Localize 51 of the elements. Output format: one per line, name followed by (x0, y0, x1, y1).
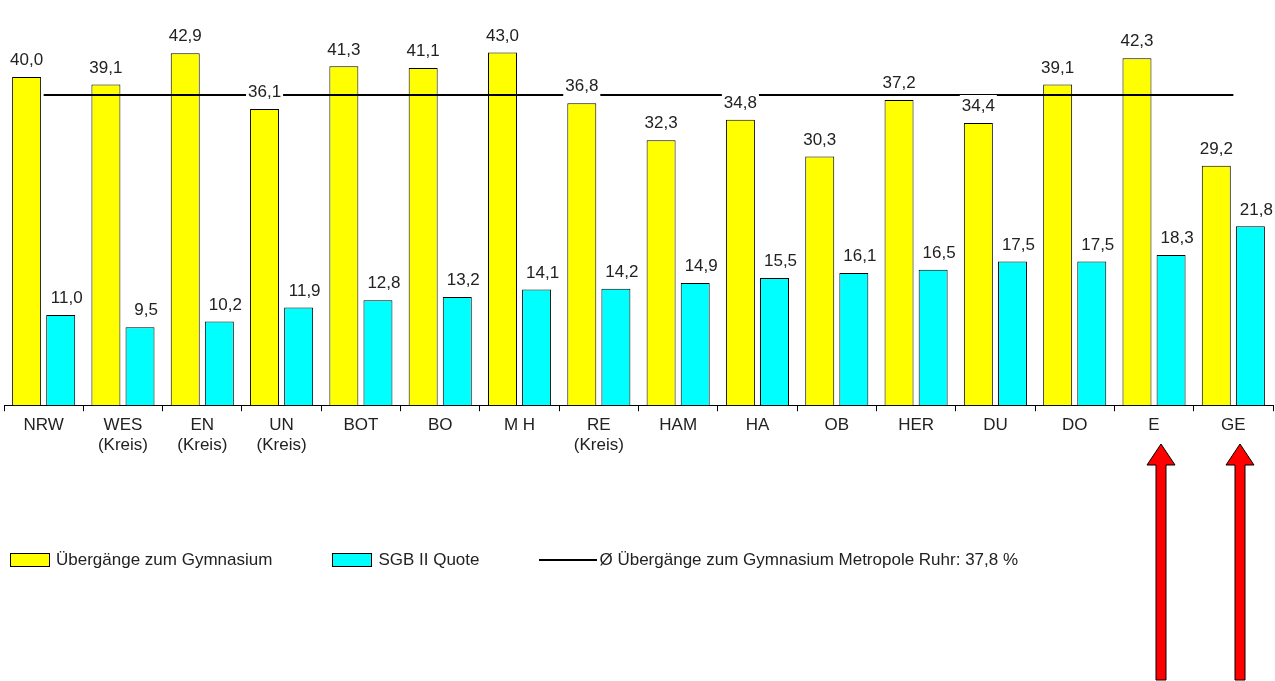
x-tick-label: HAM (659, 415, 698, 435)
data-label: 39,1 (1041, 57, 1075, 77)
x-tick-label: DU (983, 415, 1008, 435)
data-label: 10,2 (208, 294, 242, 314)
x-tick-label: E (1148, 415, 1160, 435)
data-label: 15,5 (763, 251, 798, 271)
data-label: 18,3 (1160, 228, 1194, 248)
x-tick-label: HA (745, 415, 770, 435)
data-label: 43,0 (485, 25, 520, 45)
data-label: 17,5 (1081, 234, 1115, 254)
x-tick-label: UN (Kreis) (256, 415, 307, 455)
x-tick-label: M H (503, 415, 536, 435)
data-label: 37,2 (882, 73, 916, 93)
data-label: 11,0 (50, 288, 83, 308)
x-tick-label: NRW (23, 415, 64, 435)
data-label: 36,1 (247, 82, 282, 102)
data-label: 16,1 (843, 246, 877, 266)
data-label: 30,3 (803, 129, 837, 149)
legend-label: Übergänge zum Gymnasium (56, 550, 273, 570)
x-tick-label: GE (1221, 415, 1246, 435)
data-label: 11,9 (288, 280, 321, 300)
data-label: 14,2 (605, 261, 639, 281)
x-tick-label: BO (427, 415, 453, 435)
legend-label: SGB II Quote (378, 550, 480, 570)
data-label: 17,5 (1001, 234, 1036, 254)
data-label: 13,2 (446, 270, 480, 290)
data-label: 42,9 (168, 26, 202, 46)
data-label: 9,5 (134, 300, 158, 320)
data-label: 41,3 (327, 39, 361, 59)
data-label: 32,3 (644, 113, 678, 133)
x-tick-label: RE (Kreis) (573, 415, 624, 455)
x-tick-label: HER (898, 415, 935, 435)
x-tick-label: EN (Kreis) (177, 415, 228, 455)
data-label: 14,1 (526, 262, 560, 282)
data-label: 21,8 (1239, 199, 1273, 219)
x-tick-label: WES (Kreis) (97, 415, 148, 455)
x-tick-label: DO (1061, 415, 1088, 435)
legend-label: Ø Übergänge zum Gymnasium Metropole Ruhr: 37,8 % (599, 550, 1019, 570)
data-label: 40,0 (10, 50, 44, 70)
data-label: 42,3 (1120, 31, 1154, 51)
data-label: 12,8 (367, 273, 401, 293)
data-label: 39,1 (89, 57, 123, 77)
data-label: 16,5 (922, 243, 956, 263)
data-label: 29,2 (1199, 138, 1233, 158)
x-tick-label: BOT (343, 415, 379, 435)
data-label: 34,8 (723, 92, 757, 112)
data-label: 34,4 (961, 96, 995, 116)
data-label: 14,9 (684, 256, 718, 276)
data-label: 41,1 (406, 41, 440, 61)
data-label: 36,8 (565, 76, 599, 96)
x-tick-label: OB (824, 415, 850, 435)
